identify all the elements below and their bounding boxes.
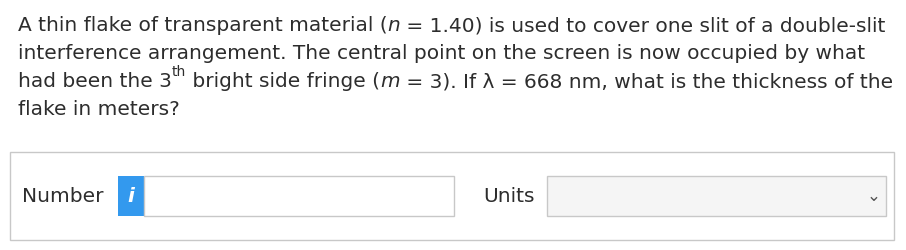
Text: bright side fringe (: bright side fringe ( <box>186 72 381 91</box>
Text: m: m <box>381 72 400 91</box>
Text: = 3). If λ = 668 nm, what is the thickness of the: = 3). If λ = 668 nm, what is the thickne… <box>400 72 893 91</box>
Text: n: n <box>388 16 400 35</box>
Text: th: th <box>172 65 186 79</box>
Text: = 1.40) is used to cover one slit of a double-slit: = 1.40) is used to cover one slit of a d… <box>400 16 886 35</box>
FancyBboxPatch shape <box>547 176 886 216</box>
FancyBboxPatch shape <box>143 176 454 216</box>
Text: Units: Units <box>484 186 535 206</box>
Text: A thin flake of transparent material (: A thin flake of transparent material ( <box>18 16 388 35</box>
Text: Number: Number <box>22 186 103 206</box>
Text: Units: Units <box>484 186 535 206</box>
FancyBboxPatch shape <box>10 152 894 240</box>
FancyBboxPatch shape <box>118 176 143 216</box>
Text: i: i <box>127 186 134 206</box>
Text: Number: Number <box>22 186 103 206</box>
Text: flake in meters?: flake in meters? <box>18 100 179 119</box>
Text: interference arrangement. The central point on the screen is now occupied by wha: interference arrangement. The central po… <box>18 44 865 63</box>
Text: had been the 3: had been the 3 <box>18 72 172 91</box>
Text: ⌄: ⌄ <box>867 187 881 205</box>
